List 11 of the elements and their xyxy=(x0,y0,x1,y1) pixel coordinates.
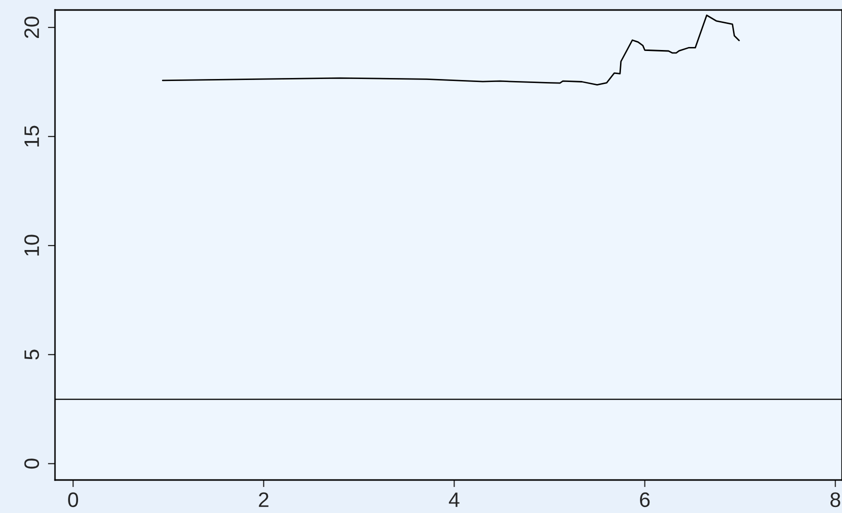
x-tick-label: 0 xyxy=(68,492,78,508)
y-tick-label: 10 xyxy=(24,234,40,256)
x-tick-label: 8 xyxy=(830,492,840,508)
x-tick-label: 2 xyxy=(258,492,268,507)
y-tick-label: 20 xyxy=(24,16,40,38)
x-tick-label: 6 xyxy=(640,492,650,508)
line-series xyxy=(162,14,740,86)
x-tick-label: 4 xyxy=(448,492,460,507)
y-tick-label: 15 xyxy=(24,126,40,146)
y-tick-label: 5 xyxy=(24,350,40,360)
y-tick-label: 0 xyxy=(24,458,40,469)
